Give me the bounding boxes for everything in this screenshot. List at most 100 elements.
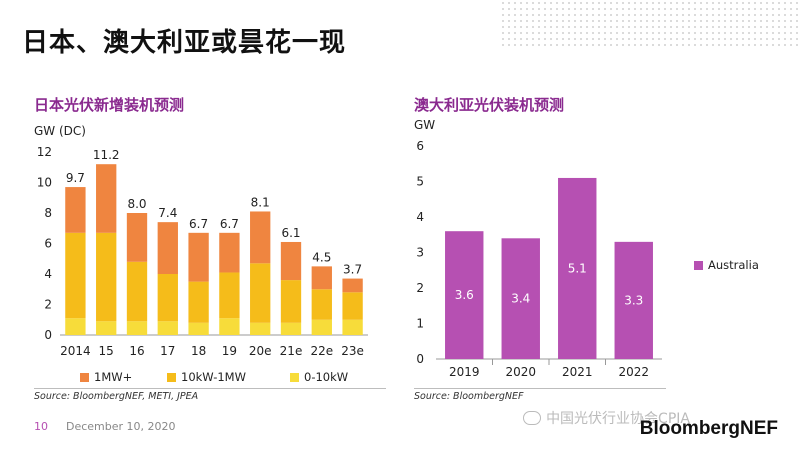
japan-y-tick-label: 4: [44, 267, 52, 281]
japan-bar-segment: [157, 321, 178, 335]
japan-bar-total-label: 6.7: [189, 217, 208, 231]
japan-bar-segment: [280, 280, 302, 323]
australia-x-tick-label: 2021: [562, 365, 593, 376]
page-number: 10: [34, 420, 48, 433]
australia-source: Source: BloombergNEF: [414, 391, 524, 402]
japan-x-tick-label: 15: [99, 344, 114, 358]
legend-australia-label: Australia: [708, 258, 759, 272]
japan-source: Source: BloombergNEF, METI, JPEA: [34, 391, 199, 402]
japan-x-tick-label: 20e: [249, 344, 272, 358]
japan-y-tick-label: 0: [44, 328, 52, 342]
japan-bar-total-label: 8.0: [127, 197, 146, 211]
australia-y-tick-label: 1: [416, 317, 424, 331]
japan-bar-segment: [126, 213, 148, 262]
japan-y-tick-label: 12: [37, 145, 52, 159]
australia-bar: [445, 231, 484, 359]
australia-bar: [614, 241, 653, 359]
australia-y-tick-label: 4: [416, 210, 424, 224]
japan-bar-segment: [96, 321, 117, 335]
legend-1mw-swatch: [80, 372, 89, 382]
australia-x-tick-label: 2019: [449, 365, 480, 376]
legend-1mw-label: 1MW+: [94, 370, 133, 384]
legend-0-10kw-label: 0-10kW: [304, 370, 349, 384]
japan-bar-segment: [188, 232, 209, 282]
japan-source-rule: [34, 388, 386, 389]
japan-y-unit: GW (DC): [34, 124, 86, 138]
japan-x-tick-label: 16: [129, 344, 144, 358]
australia-chart: 0 1 2 3 4 5 6 3.6 2019 3.4 2020 5.1 2021 3.3 2022: [416, 139, 662, 376]
legend-1mw: 1MW+: [80, 370, 132, 384]
legend-10kw-1mw-swatch: [167, 372, 176, 382]
japan-bar-segment: [342, 278, 363, 293]
japan-y-tick-label: 6: [44, 237, 52, 251]
japan-bar-segment: [96, 232, 117, 322]
australia-x-tick-label: 2022: [618, 365, 649, 376]
japan-bar-segment: [250, 263, 271, 323]
watermark: 中国光伏行业协会CPIA: [523, 408, 690, 428]
decorative-dot-pattern: [500, 0, 800, 50]
japan-bar-segment: [219, 272, 240, 319]
legend-australia-swatch: [694, 260, 703, 270]
japan-bar-segment: [311, 319, 332, 335]
wechat-icon: [523, 411, 542, 425]
japan-bar-segment: [157, 222, 178, 274]
australia-bar: [558, 177, 597, 359]
japan-bar-segment: [188, 281, 209, 323]
japan-chart: 0 2 4 6 8 10 12 9.7 2014 11.2 15 8.0 16 7.4 17 6.7 18 6.7…: [37, 145, 368, 358]
japan-bar-segment: [250, 322, 271, 335]
japan-bar-segment: [311, 289, 332, 320]
japan-y-tick-label: 10: [37, 176, 52, 190]
japan-bar-segment: [342, 292, 363, 320]
japan-bar-segment: [65, 318, 86, 335]
japan-x-tick-label: 18: [191, 344, 206, 358]
australia-y-tick-label: 0: [416, 352, 424, 366]
australia-bar-value-label: 3.4: [511, 292, 530, 306]
japan-x-tick-label: 2014: [60, 344, 91, 358]
japan-bar-segment: [188, 322, 209, 335]
legend-australia: Australia: [694, 258, 759, 272]
japan-bar-total-label: 3.7: [343, 263, 362, 277]
japan-y-tick-label: 8: [44, 206, 52, 220]
japan-bar-segment: [280, 241, 302, 281]
japan-bar-segment: [280, 322, 302, 335]
japan-bar-segment: [126, 261, 148, 322]
watermark-text: 中国光伏行业协会CPIA: [546, 411, 690, 427]
japan-bar-segment: [342, 319, 363, 335]
japan-x-tick-label: 23e: [341, 344, 364, 358]
japan-bar-segment: [65, 232, 86, 319]
japan-bar-total-label: 11.2: [93, 148, 120, 162]
japan-bar-total-label: 6.7: [220, 217, 239, 231]
legend-10kw-1mw: 10kW-1MW: [167, 370, 246, 384]
australia-y-tick-label: 3: [416, 246, 424, 260]
japan-bar-segment: [65, 187, 86, 233]
australia-bar: [501, 238, 540, 359]
japan-y-tick-label: 2: [44, 298, 52, 312]
japan-bar-total-label: 9.7: [66, 171, 85, 185]
legend-0-10kw: 0-10kW: [290, 370, 348, 384]
japan-bar-segment: [157, 274, 178, 322]
japan-x-tick-label: 22e: [310, 344, 333, 358]
australia-y-tick-label: 5: [416, 175, 424, 189]
japan-bar-total-label: 8.1: [251, 195, 270, 209]
legend-0-10kw-swatch: [290, 372, 299, 382]
australia-bar-value-label: 3.6: [455, 288, 474, 302]
japan-x-tick-label: 19: [222, 344, 237, 358]
australia-y-tick-label: 2: [416, 281, 424, 295]
footer-date: December 10, 2020: [66, 420, 176, 433]
australia-bar-value-label: 3.3: [624, 293, 643, 307]
page-title: 日本、澳大利亚或昙花一现: [22, 28, 347, 58]
japan-bar-segment: [126, 321, 148, 335]
australia-chart-title: 澳大利亚光伏装机预测: [414, 96, 565, 114]
legend-10kw-1mw-label: 10kW-1MW: [181, 370, 246, 384]
japan-bar-total-label: 7.4: [158, 206, 177, 220]
australia-y-unit: GW: [414, 118, 436, 132]
australia-bar-value-label: 5.1: [568, 261, 587, 275]
japan-bar-total-label: 4.5: [312, 250, 331, 264]
australia-y-tick-label: 6: [416, 139, 424, 153]
australia-x-tick-label: 2020: [505, 365, 536, 376]
japan-bar-segment: [96, 164, 117, 233]
japan-bar-segment: [219, 318, 240, 335]
japan-bar-total-label: 6.1: [281, 226, 300, 240]
japan-x-tick-label: 21e: [280, 344, 303, 358]
japan-bar-segment: [250, 211, 271, 264]
